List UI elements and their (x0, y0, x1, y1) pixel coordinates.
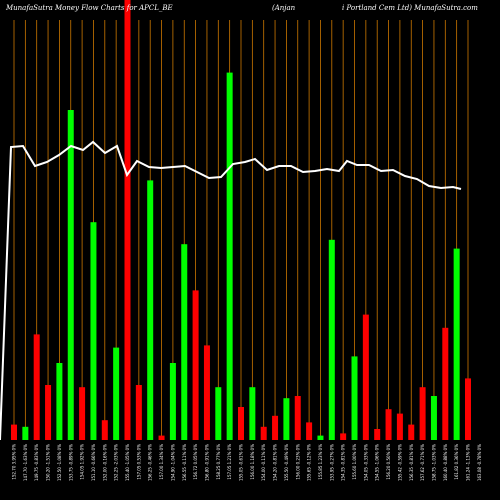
bar (215, 387, 222, 440)
x-tick-label: 152.25 -2.03% 0% (114, 444, 119, 481)
x-tick-label: 154.05 -0.33% 0% (363, 444, 368, 481)
x-tick-label: 157.05 1.21% 0% (227, 444, 232, 480)
bar (226, 72, 233, 440)
bar (56, 363, 63, 440)
x-tick-label: 154.05 1.92% 0% (80, 444, 85, 480)
bar (124, 0, 131, 440)
bar (169, 363, 176, 440)
bar (328, 239, 335, 440)
x-axis-labels: 152.70 3.95% 0% 147.70 -1.63% 0% 149.75 -0… (12, 444, 482, 481)
x-tick-label: 156.20 0.50% 0% (386, 444, 391, 480)
x-tick-label: 156.35 -0.81% 0% (409, 444, 414, 481)
x-tick-label: 158.75 -1.03% 0% (431, 444, 436, 481)
bar (79, 387, 86, 440)
bar (362, 314, 369, 440)
bar (113, 347, 120, 440)
x-tick-label: 151.10 -0.66% 0% (91, 444, 96, 481)
bar (306, 422, 313, 440)
bar (238, 407, 244, 440)
price-line (0, 140, 462, 441)
x-tick-label: 157.62 -0.71% 0% (420, 444, 425, 481)
x-tick-label: 154.20 -0.81% 0% (273, 444, 278, 481)
bar (283, 398, 290, 440)
x-tick-label: 152.00 -0.16% 0% (102, 444, 107, 481)
x-tick-label: 156.00 0.23% 0% (295, 444, 300, 480)
x-tick-label: 154.35 -0.81% 0% (341, 444, 346, 481)
bar (22, 426, 29, 440)
x-tick-label: 153.95 -0.27% 0% (329, 444, 334, 481)
bar (181, 244, 188, 440)
x-tick-label: 158.25 0.77% 0% (216, 444, 221, 480)
gridlines (13, 20, 469, 440)
x-tick-label: 155.50 -0.49% 0% (284, 444, 289, 481)
bar (11, 424, 17, 440)
x-tick-label: 152.50 -1.08% 0% (57, 444, 62, 481)
bar (45, 385, 52, 440)
x-tick-label: 155.85 1.23% 0% (318, 444, 323, 480)
bar (442, 327, 449, 440)
bar (453, 248, 460, 440)
bar (135, 385, 142, 440)
chart-title-middle: (Anjan (272, 4, 296, 12)
bar (351, 356, 358, 440)
bar (272, 415, 279, 440)
x-tick-label: 157.05 0.53% 0% (136, 444, 141, 480)
x-tick-label: 156.55 -0.11% 0% (182, 444, 187, 481)
x-tick-label: 156.80 -0.91% 0% (204, 444, 209, 481)
chart-title-right: i Portland Cem Ltd) MunafaSutra.com (342, 4, 478, 12)
x-tick-label: 155.42 -0.59% 0% (397, 444, 402, 481)
x-tick-label: 155.60 1.00% 0% (352, 444, 357, 480)
x-tick-label: 154.55 -1.06% 0% (375, 444, 380, 481)
bar (374, 429, 381, 440)
x-tick-label: 163.08 -0.78% 0% (477, 444, 482, 481)
x-tick-label: 153.75 -0.89% 0% (68, 444, 73, 481)
x-tick-label: 155.05 -0.61% 0% (239, 444, 244, 481)
bar (147, 180, 154, 440)
bar (158, 435, 165, 440)
x-tick-label: 154.00 -0.11% 0% (261, 444, 266, 481)
x-tick-label: 160.40 -0.88% 0% (443, 444, 448, 481)
bars (11, 0, 471, 440)
bar (465, 378, 471, 440)
chart-title-left: MunafaSutra Money Flow Charts for APCL_B… (5, 4, 173, 12)
x-tick-label: 154.90 -1.04% 0% (170, 444, 175, 481)
x-tick-label: 155.40 -1.05% 0% (125, 444, 130, 481)
x-tick-label: 156.72 0.05% 0% (193, 444, 198, 480)
x-tick-label: 157.00 1.34% 0% (159, 444, 164, 480)
bar (340, 433, 347, 440)
bar (101, 420, 108, 440)
x-tick-label: 156.00 1.18% 0% (250, 444, 255, 480)
bar (249, 387, 256, 440)
bar (90, 222, 97, 440)
bar (33, 334, 40, 440)
bar (192, 290, 199, 440)
bar (396, 413, 403, 440)
bar (260, 426, 267, 440)
x-tick-label: 152.70 3.95% 0% (12, 444, 17, 480)
bar (419, 387, 426, 440)
x-tick-label: 150.20 -1.51% 0% (46, 444, 51, 481)
x-tick-label: 156.25 -0.46% 0% (148, 444, 153, 481)
x-tick-label: 161.24 -1.13% 0% (466, 444, 471, 481)
bar (203, 345, 210, 440)
x-tick-label: 149.75 -0.83% 0% (34, 444, 39, 481)
x-tick-label: 155.65 -0.12% 0% (307, 444, 312, 481)
bar (294, 396, 301, 440)
x-tick-label: 147.70 -1.63% 0% (23, 444, 28, 481)
x-tick-label: 161.82 0.36% 0% (454, 444, 459, 480)
bar (67, 110, 74, 440)
bar (430, 396, 437, 440)
bar (317, 435, 324, 440)
bar (385, 409, 392, 440)
bar (408, 424, 415, 440)
